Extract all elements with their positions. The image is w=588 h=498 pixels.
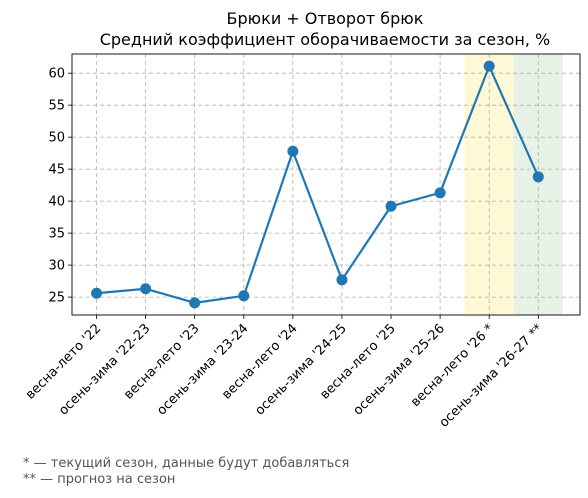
data-point [434,187,446,199]
data-point [287,145,299,157]
highlight-band-current [464,54,514,315]
data-point [238,290,250,302]
y-tick-label: 35 [48,227,65,242]
data-point [189,297,201,309]
data-point [483,60,495,72]
footnote-forecast: ** — прогноз на сезон [23,472,176,487]
series-line [96,65,540,304]
data-point [91,287,103,299]
chart-subtitle: Средний коэффициент оборачиваемости за с… [100,30,551,49]
x-tick-label: осень-зима '23-24 [154,321,251,418]
y-tick-label: 30 [48,259,65,274]
plot-frame [71,53,581,316]
y-tick-label: 45 [48,163,65,178]
y-tick-label: 40 [48,195,65,210]
data-point [385,200,397,212]
y-tick-label: 60 [48,67,65,82]
x-tick-label: осень-зима '24-25 [252,321,349,418]
x-tick-label: весна-лето '26 * [408,321,497,410]
data-point [532,171,544,183]
highlight-band-forecast [513,54,563,315]
chart-title: Брюки + Отворот брюк [227,9,424,28]
x-tick-label: осень-зима '25-26 [351,321,448,418]
x-tick-label: осень-зима '22-23 [56,321,153,418]
data-point [140,283,152,295]
y-tick-label: 50 [48,131,65,146]
y-tick-label: 55 [48,99,65,114]
x-tick-label: осень-зима '26-27 ** [437,321,547,431]
data-point [336,274,348,286]
footnote-current-season: * — текущий сезон, данные будут добавлят… [23,456,350,471]
y-tick-label: 25 [48,291,65,306]
